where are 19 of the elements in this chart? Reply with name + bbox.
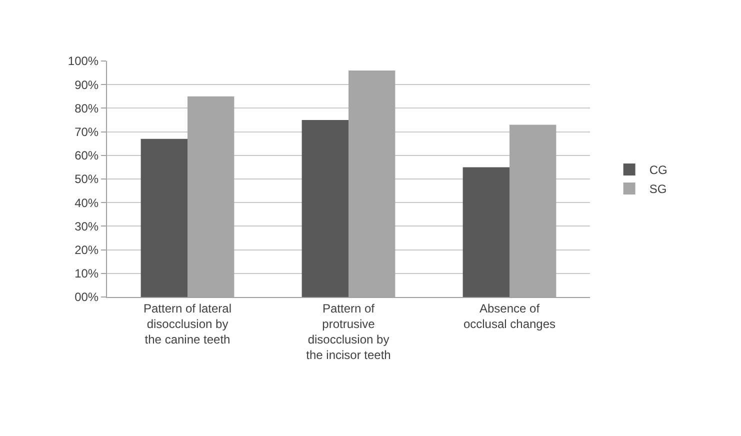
bar <box>462 167 510 297</box>
x-tick-label: Absence of occlusal changes <box>463 301 556 331</box>
y-tick-label: 10% <box>74 266 99 281</box>
legend-label: SG <box>649 182 667 196</box>
y-tick-label: 60% <box>74 148 99 163</box>
x-tick-label: Pattern of lateral disocclusion by the canine teeth <box>143 301 232 347</box>
y-tick-label: 80% <box>74 101 99 116</box>
legend-label: CG <box>649 163 668 178</box>
bar <box>302 120 348 297</box>
y-tick-label: 40% <box>74 196 99 210</box>
y-tick-label: 70% <box>74 125 99 139</box>
y-tick-label: 00% <box>74 290 99 304</box>
x-tick-label: Pattern of protrusive disocclusion by the incisor teeth <box>306 301 391 362</box>
y-tick-label: 50% <box>74 172 99 186</box>
y-tick-label: 90% <box>74 78 99 92</box>
bar <box>140 138 188 297</box>
y-tick-label: 20% <box>74 243 99 257</box>
y-tick-label: 100% <box>68 54 99 68</box>
y-tick-label: 30% <box>74 219 99 234</box>
